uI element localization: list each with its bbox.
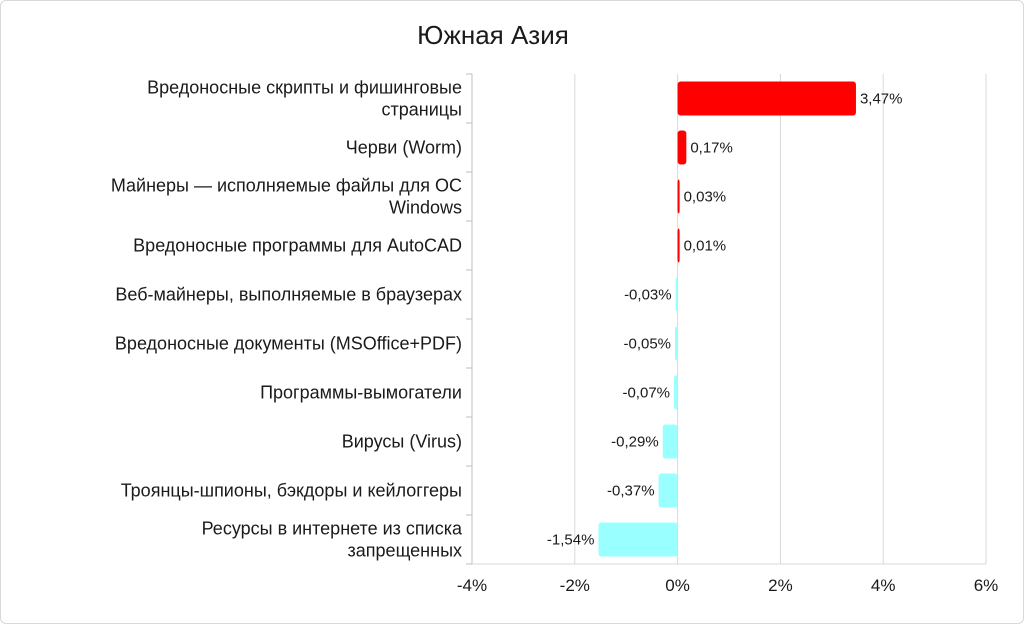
bar [677, 130, 687, 165]
grid-lines [466, 73, 987, 565]
value-label: 0,03% [684, 189, 727, 206]
x-tick-label: 2% [768, 576, 793, 595]
value-label: -0,37% [607, 483, 655, 500]
bar [675, 277, 678, 312]
x-axis-ticks: -4% -2% 0% 2% 4% 6% [457, 576, 998, 595]
category-label: Майнеры — исполняемые файлы для ОС Window… [111, 176, 462, 218]
value-label: -0,03% [624, 287, 672, 304]
x-tick-label: 4% [871, 576, 896, 595]
value-label: -0,07% [622, 385, 670, 402]
category-label: Вредоносные документы (MSOffice+PDF) [115, 334, 462, 354]
x-tick-label: -4% [457, 576, 487, 595]
value-label: 0,17% [690, 140, 733, 157]
bar [674, 375, 678, 410]
category-label: Веб-майнеры, выполняемые в браузерах [115, 285, 462, 305]
bar [662, 424, 678, 459]
category-label: Троянцы-шпионы, бэкдоры и кейлоггеры [121, 481, 462, 501]
category-label: Черви (Worm) [346, 138, 462, 158]
bars [598, 81, 856, 557]
value-label: 3,47% [860, 91, 903, 108]
bar [677, 81, 856, 116]
category-label: Программы-вымогатели [260, 383, 462, 403]
category-label: Вирусы (Virus) [342, 432, 462, 452]
category-labels: Вредоносные скрипты и фишинговые страницы… [111, 78, 463, 561]
category-label: Ресурсы в интернете из списка запрещенных [202, 519, 463, 561]
category-label: Вредоносные скрипты и фишинговые страницы [147, 78, 462, 120]
x-tick-label: 0% [665, 576, 690, 595]
value-label: -1,54% [547, 532, 595, 549]
chart-title: Южная Азия [417, 20, 569, 50]
value-labels: 3,47% 0,17% 0,03% 0,01% -0,03% -0,05% -0,07% -0… [547, 91, 903, 549]
bar [675, 326, 678, 361]
value-label: 0,01% [684, 238, 727, 255]
value-label: -0,05% [623, 336, 671, 353]
x-tick-label: 6% [974, 576, 999, 595]
bar [658, 473, 678, 508]
category-label: Вредоносные программы для AutoCAD [133, 236, 462, 256]
bar [598, 522, 678, 557]
value-label: -0,29% [611, 434, 659, 451]
bar [677, 228, 680, 263]
bar [677, 179, 680, 214]
x-tick-label: -2% [560, 576, 590, 595]
